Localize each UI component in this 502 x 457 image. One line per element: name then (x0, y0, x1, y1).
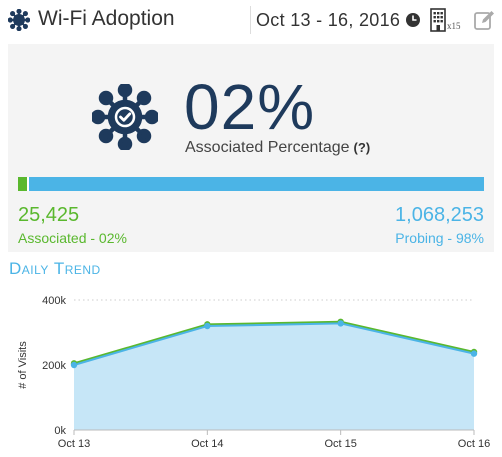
page-title: Wi-Fi Adoption (38, 7, 175, 30)
series-line-0 (73, 320, 475, 365)
help-link[interactable]: (?) (353, 140, 371, 155)
edit-icon[interactable] (473, 9, 495, 31)
x-tick-label: Oct 16 (458, 438, 490, 450)
y-tick-label: 0k (54, 425, 66, 437)
building-count: x15 (447, 21, 461, 31)
associated-percentage-label: Associated Percentage (?) (185, 139, 370, 157)
y-tick-label: 200k (42, 360, 66, 372)
associated-count: 25,425 (18, 204, 80, 226)
trend-area (74, 323, 474, 430)
probing-count: 1,068,253 (395, 204, 484, 226)
wifi-hub-icon (92, 84, 158, 150)
probing-label: Probing - 98% (395, 230, 484, 246)
date-range[interactable]: Oct 13 - 16, 2016 (256, 10, 401, 30)
adoption-summary-card: 02% Associated Percentage (?) 25,425 Asso… (8, 44, 494, 252)
x-tick-label: Oct 14 (191, 438, 223, 450)
data-point-1 (70, 361, 78, 369)
series-line-1 (73, 322, 475, 366)
data-point-1 (470, 350, 478, 357)
building-icon[interactable] (430, 8, 448, 32)
adoption-progress-bar (18, 177, 484, 191)
header-divider (250, 6, 251, 34)
associated-label: Associated - 02% (18, 230, 127, 246)
associated-bar-fill (18, 177, 30, 191)
header: Wi-Fi Adoption Oct 13 - 16, 2016 x15 (0, 0, 502, 42)
y-axis-label: # of Visits (17, 341, 29, 389)
x-tick-label: Oct 15 (324, 438, 356, 450)
daily-trend-title: Daily Trend (9, 259, 101, 278)
data-point-1 (337, 320, 344, 327)
data-point-1 (204, 322, 211, 330)
daily-trend-chart: 0k 200k 400k # of Visits Oct 13 Oct 14 Oct 15 O… (17, 295, 490, 450)
x-tick-label: Oct 13 (58, 438, 90, 450)
associated-percentage: 02% (184, 71, 316, 143)
clock-icon[interactable] (405, 12, 421, 28)
hub-icon (8, 9, 30, 31)
percentage-label-text: Associated Percentage (185, 139, 350, 156)
y-tick-label: 400k (42, 295, 66, 307)
